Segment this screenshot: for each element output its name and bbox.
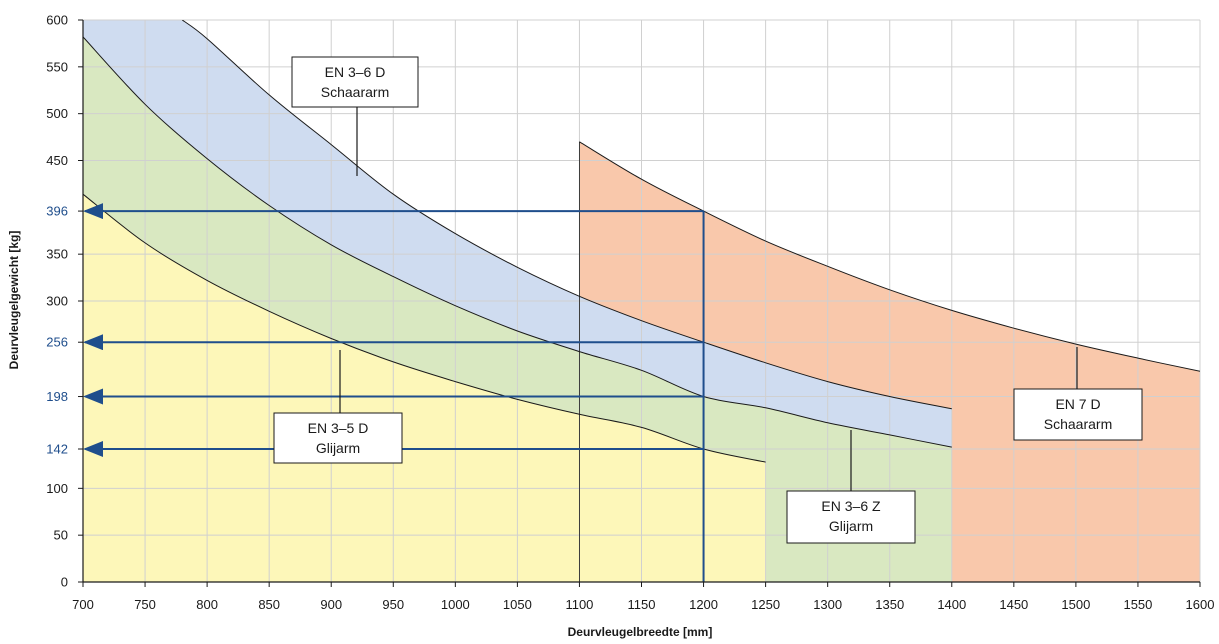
label-line-1: EN 3–5 D [308, 420, 369, 436]
x-tick-label: 850 [258, 597, 280, 612]
y-tick-label: 500 [46, 106, 68, 121]
label-box [291, 56, 419, 108]
x-tick-label: 1300 [813, 597, 842, 612]
x-tick-label: 1000 [441, 597, 470, 612]
y-tick-label: 100 [46, 481, 68, 496]
label-en-3-6-z-glijarm: EN 3–6 Z Glijarm [786, 430, 916, 544]
label-box [786, 490, 916, 544]
x-tick-label: 1450 [999, 597, 1028, 612]
y-tick-label: 450 [46, 153, 68, 168]
y-tick-label: 300 [46, 294, 68, 309]
label-line-2: Schaararm [321, 84, 389, 100]
x-tick-label: 900 [320, 597, 342, 612]
curve-en-3-6-d-schaararm [181, 20, 952, 410]
label-line-1: EN 3–6 D [325, 64, 386, 80]
x-tick-label: 1050 [503, 597, 532, 612]
y-tick-label: 350 [46, 247, 68, 262]
y-tick-label: 50 [54, 528, 68, 543]
x-tick-label: 1100 [565, 597, 593, 612]
area-en-3-6-z-glijarm [83, 36, 952, 582]
label-box [1013, 388, 1143, 441]
y-tick-label: 142 [46, 441, 68, 456]
y-axis-ticks: 0 50 100 142 198 256 300 350 396 450 500 550 600 [46, 13, 83, 590]
label-line-2: Glijarm [316, 440, 360, 456]
label-line-1: EN 3–6 Z [821, 498, 881, 514]
x-tick-label: 1200 [689, 597, 718, 612]
y-tick-label: 396 [46, 204, 68, 219]
label-box [273, 412, 403, 464]
curve-en-3-5-d-glijarm [83, 193, 766, 463]
x-tick-label: 1350 [875, 597, 904, 612]
x-tick-label: 1150 [628, 597, 656, 612]
x-tick-label: 1250 [751, 597, 780, 612]
area-en-3-6-d-schaararm [83, 20, 952, 448]
curve-en-7-d-schaararm [579, 141, 1200, 372]
x-tick-label: 800 [196, 597, 218, 612]
x-tick-label: 950 [382, 597, 404, 612]
label-en-3-5-d-glijarm: EN 3–5 D Glijarm [273, 350, 403, 464]
area-en-3-5-d-glijarm [83, 194, 766, 582]
label-en-3-6-d-schaararm: EN 3–6 D Schaararm [291, 56, 419, 176]
y-tick-label: 198 [46, 389, 68, 404]
x-axis-title: Deurvleugelbreedte [mm] [568, 625, 713, 639]
label-line-1: EN 7 D [1055, 396, 1100, 412]
x-tick-label: 750 [134, 597, 156, 612]
x-axis-ticks: 700 750 800 850 900 950 1000 1050 1100 1150 1200 12… [72, 582, 1214, 612]
label-line-2: Glijarm [829, 518, 873, 534]
x-tick-label: 1550 [1123, 597, 1152, 612]
x-tick-label: 700 [72, 597, 94, 612]
y-tick-label: 550 [46, 59, 68, 74]
x-tick-label: 1600 [1186, 597, 1215, 612]
y-axis-title: Deurvleugelgewicht [kg] [7, 231, 21, 370]
y-tick-label: 256 [46, 335, 68, 350]
label-en-7-d-schaararm: EN 7 D Schaararm [1013, 347, 1143, 441]
y-tick-label: 0 [61, 575, 68, 590]
y-tick-label: 600 [46, 13, 68, 28]
x-tick-label: 1400 [937, 597, 966, 612]
x-tick-label: 1500 [1061, 597, 1090, 612]
label-line-2: Schaararm [1044, 416, 1112, 432]
curve-en-3-6-z-glijarm [83, 36, 952, 448]
curve-layer [83, 20, 1200, 582]
